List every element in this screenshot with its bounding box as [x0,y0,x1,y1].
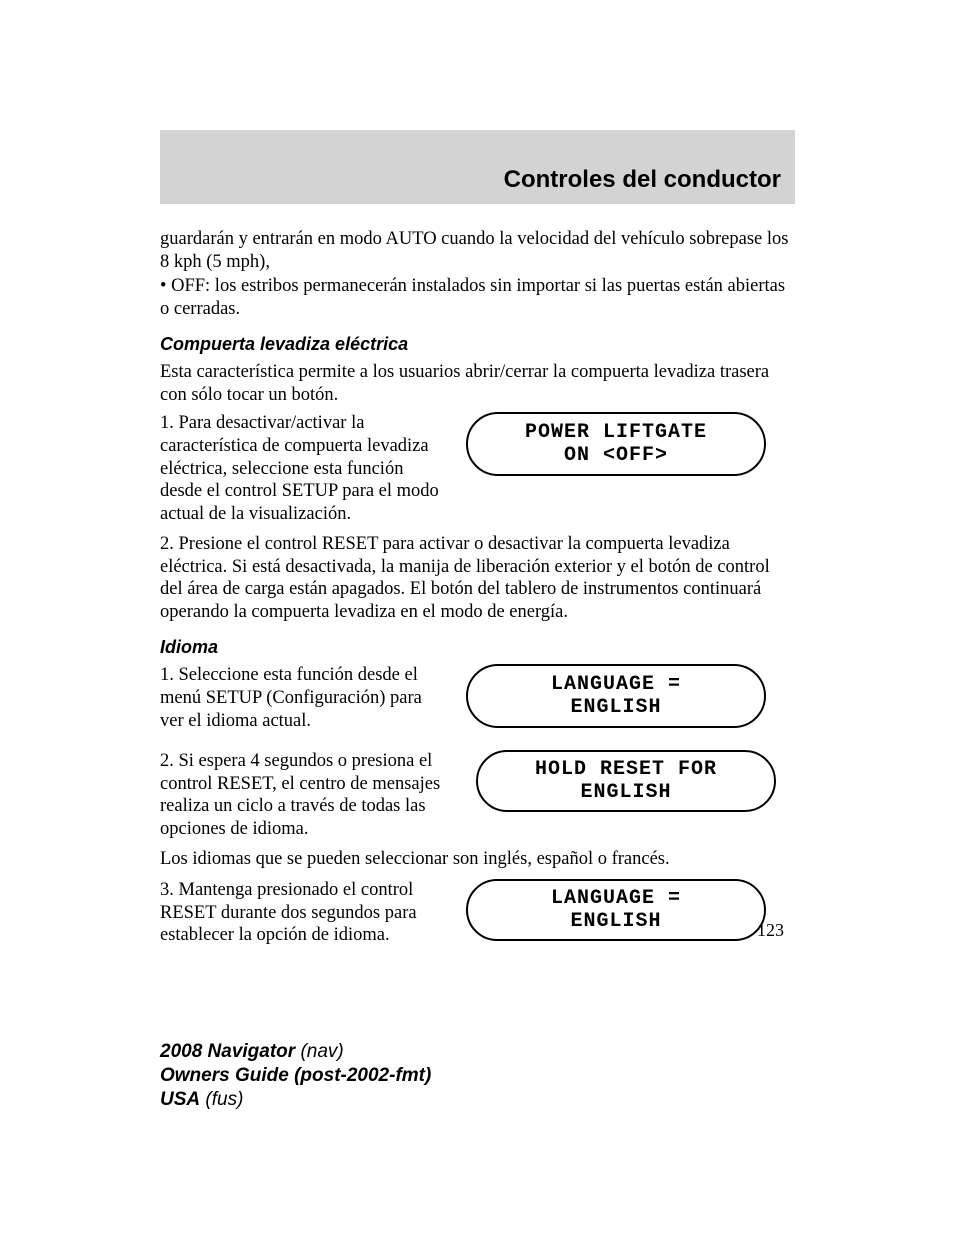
footer-model-name: 2008 Navigator [160,1041,295,1062]
language-step3-row: 3. Mantenga presionado el control RESET … [160,879,794,947]
language-step1-text: 1. Seleccione esta función desde el menú… [160,664,440,732]
language-step2-text: 2. Si espera 4 segundos o presiona el co… [160,750,450,840]
page-title: Controles del conductor [504,166,781,194]
display-line: ENGLISH [570,910,661,933]
language-step3-text: 3. Mantenga presionado el control RESET … [160,879,440,947]
bullet-off: • OFF: los estribos permanecerán instala… [160,275,794,320]
display-line: LANGUAGE = [551,887,681,910]
footer-region-suffix: (fus) [200,1089,243,1110]
footer: 2008 Navigator (nav) Owners Guide (post-… [160,1040,431,1111]
footer-guide: Owners Guide (post-2002-fmt) [160,1064,431,1088]
footer-region-name: USA [160,1089,200,1110]
display-line: HOLD RESET FOR [535,758,717,781]
liftgate-step1-row: 1. Para desactivar/activar la caracterís… [160,412,794,525]
language-step1-row: 1. Seleccione esta función desde el menú… [160,664,794,732]
footer-model: 2008 Navigator (nav) [160,1040,431,1064]
display-line: ON <OFF> [564,444,668,467]
display-liftgate: POWER LIFTGATE ON <OFF> [466,412,766,476]
footer-region: USA (fus) [160,1088,431,1112]
display-line: LANGUAGE = [551,673,681,696]
display-line: POWER LIFTGATE [525,421,707,444]
display-line: ENGLISH [580,781,671,804]
liftgate-intro: Esta característica permite a los usuari… [160,361,794,406]
display-language-1: LANGUAGE = ENGLISH [466,664,766,728]
header-band: Controles del conductor [160,130,795,204]
liftgate-step1-text: 1. Para desactivar/activar la caracterís… [160,412,440,525]
language-step2-row: 2. Si espera 4 segundos o presiona el co… [160,750,794,840]
liftgate-step2-text: 2. Presione el control RESET para activa… [160,533,794,623]
page-number: 123 [757,920,784,941]
intro-continuation: guardarán y entrarán en modo AUTO cuando… [160,228,794,273]
language-note: Los idiomas que se pueden seleccionar so… [160,848,794,871]
page: Controles del conductor guardarán y entr… [0,0,954,1235]
display-language-3: LANGUAGE = ENGLISH [466,879,766,941]
display-language-2: HOLD RESET FOR ENGLISH [476,750,776,812]
heading-liftgate: Compuerta levadiza eléctrica [160,334,794,355]
heading-language: Idioma [160,637,794,658]
footer-model-suffix: (nav) [295,1041,344,1062]
display-line: ENGLISH [570,696,661,719]
